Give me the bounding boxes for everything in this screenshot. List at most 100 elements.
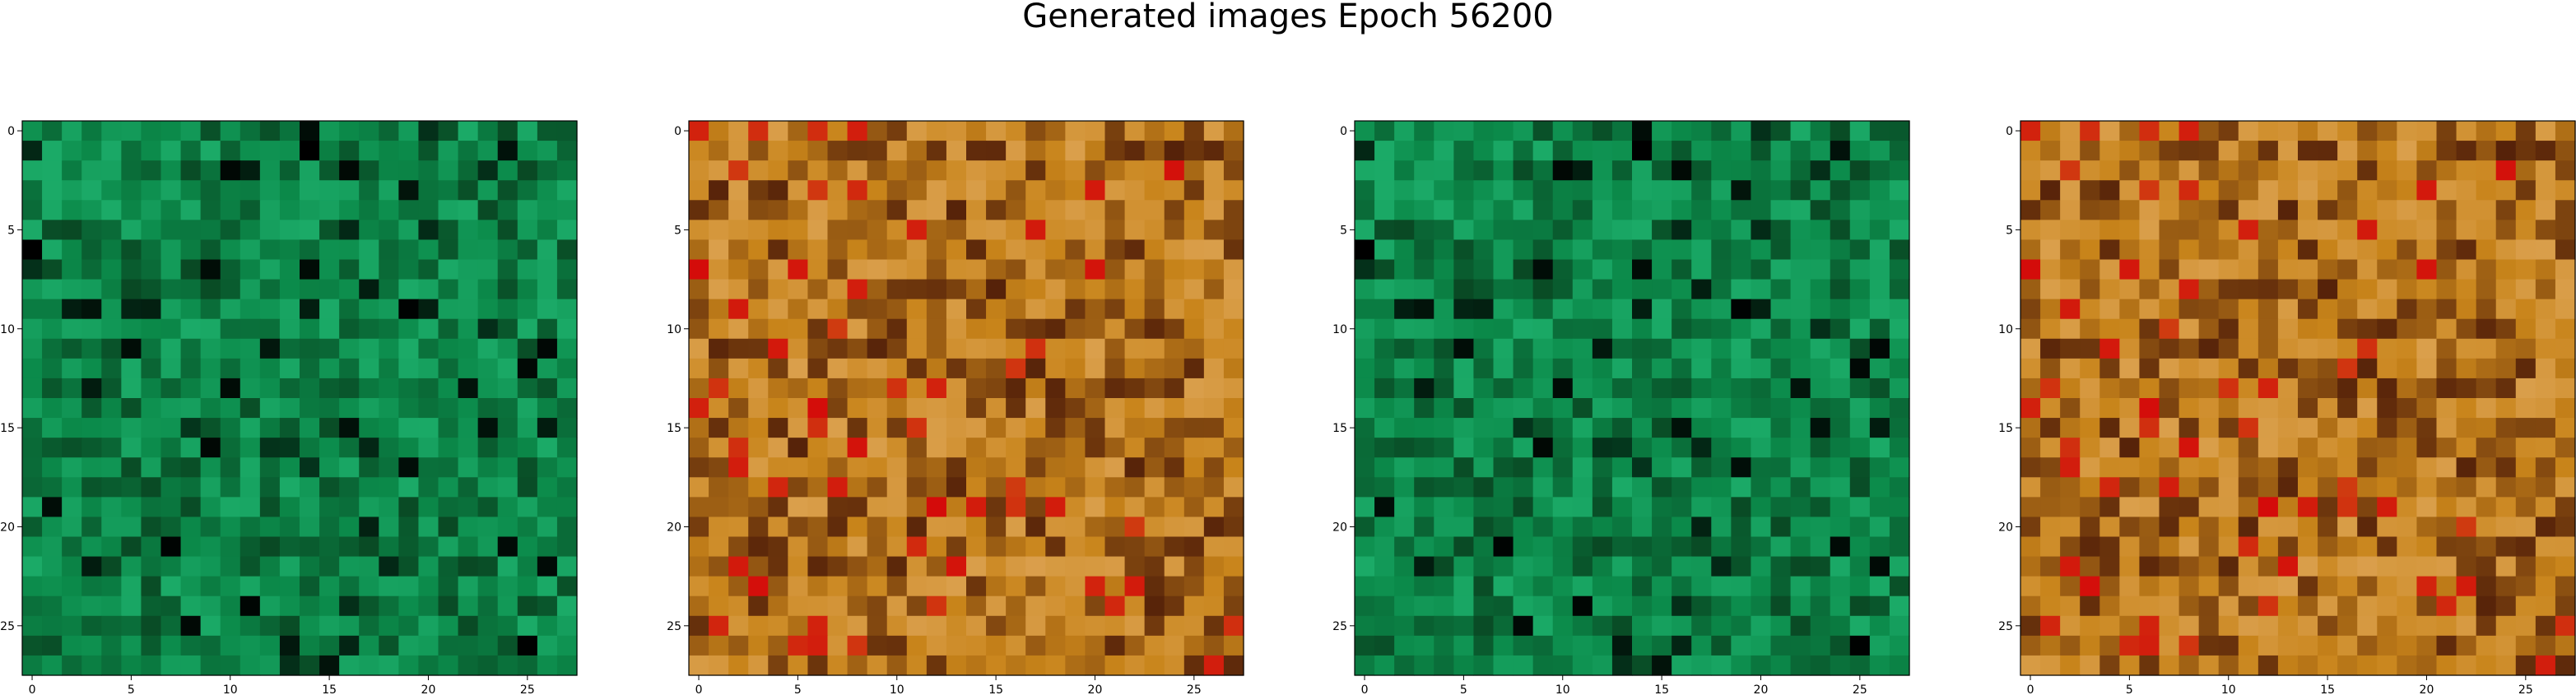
heatmap-cell [121,615,142,637]
heatmap-cell [300,655,320,676]
heatmap-cell [966,556,987,577]
heatmap-cell [709,180,729,201]
heatmap-cell [1869,497,1890,518]
heatmap-cell [62,338,82,359]
x-tick-label: 0 [695,683,703,695]
heatmap-cell [1394,576,1415,597]
heatmap-cell [1223,141,1244,161]
heatmap-cell [2040,141,2061,161]
heatmap-cell [1006,615,1026,637]
heatmap-cell [2416,398,2438,419]
heatmap-cell [239,141,261,161]
heatmap-cell [1374,121,1395,141]
heatmap-cell [141,536,162,558]
heatmap-cell [2218,398,2239,419]
heatmap-cell [141,141,162,161]
heatmap-cell [2377,338,2397,359]
heatmap-cell [1164,200,1185,220]
heatmap-cell [2515,635,2536,656]
heatmap-cell [1124,279,1146,300]
heatmap-cell [709,576,729,597]
heatmap-cell [160,180,182,201]
heatmap-cell [2060,595,2081,617]
heatmap-cell [1849,438,1871,458]
heatmap-cell [1711,595,1732,617]
heatmap-cell [458,655,479,676]
heatmap-cell [1849,398,1871,419]
heatmap-cell [1889,279,1910,300]
heatmap-cell [239,398,261,419]
heatmap-cell [986,358,1007,379]
heatmap-cell [1889,180,1910,201]
heatmap-cell [1731,477,1752,498]
heatmap-cell [379,576,399,597]
heatmap-cell [259,556,281,577]
heatmap-cell [42,239,63,261]
heatmap-cell [2139,299,2160,320]
heatmap-cell [1790,517,1811,538]
heatmap-cell [2159,180,2180,201]
heatmap-cell [2060,457,2081,478]
heatmap-cell [1632,318,1653,340]
heatmap-cell [2040,536,2061,558]
heatmap-cell [537,477,558,498]
heatmap-cell [121,536,142,558]
heatmap-cell [1124,655,1146,676]
heatmap-cell [2298,318,2318,340]
heatmap-cell [2020,141,2041,161]
heatmap-cell [1770,378,1792,399]
heatmap-cell [1203,200,1225,220]
heatmap-cell [1394,141,1415,161]
heatmap-cell [986,497,1007,518]
heatmap-cell [2218,438,2239,458]
heatmap-cell [2257,438,2279,458]
heatmap-cell [339,418,360,438]
heatmap-cell [458,180,479,201]
heatmap-cell [1790,497,1811,518]
heatmap-cell [1355,517,1375,538]
heatmap-cell [2377,517,2397,538]
heatmap-cell [1394,595,1415,617]
heatmap-cell [2040,239,2061,261]
heatmap-cell [2397,556,2418,577]
heatmap-cell [1223,239,1244,261]
heatmap-cell [689,121,709,141]
heatmap-cell [1552,635,1574,656]
heatmap-cell [867,259,888,280]
heatmap-cell [2159,595,2180,617]
heatmap-cell [1572,635,1593,656]
heatmap-cell [1652,121,1672,141]
heatmap-cell [2159,536,2180,558]
heatmap-cell [101,358,122,379]
heatmap-cell [1830,556,1851,577]
heatmap-cell [1611,517,1633,538]
heatmap-cell [1572,457,1593,478]
heatmap-cell [42,457,63,478]
heatmap-cell [2436,338,2457,359]
heatmap-cell [556,378,578,399]
heatmap-cell [62,358,82,379]
heatmap-cell [827,378,849,399]
heatmap-cell [517,556,538,577]
heatmap-cell [1691,595,1712,617]
heatmap-cell [180,517,202,538]
heatmap-cell [1632,279,1653,300]
heatmap-cell [1711,200,1732,220]
heatmap-cell [2377,556,2397,577]
heatmap-cell [1751,338,1772,359]
heatmap-cell [1731,536,1752,558]
heatmap-cell [537,279,558,300]
heatmap-cell [2298,358,2318,379]
heatmap-cell [1355,536,1375,558]
heatmap-cell [2099,141,2120,161]
heatmap-cell [1810,517,1831,538]
heatmap-cell [2416,279,2438,300]
heatmap-cell [141,595,162,617]
heatmap-cell [2257,477,2279,498]
heatmap-cell [1790,457,1811,478]
heatmap-cell [1085,239,1106,261]
heatmap-cell [239,239,261,261]
heatmap-cell [220,141,241,161]
heatmap-cell [2198,576,2220,597]
heatmap-cell [300,299,320,320]
